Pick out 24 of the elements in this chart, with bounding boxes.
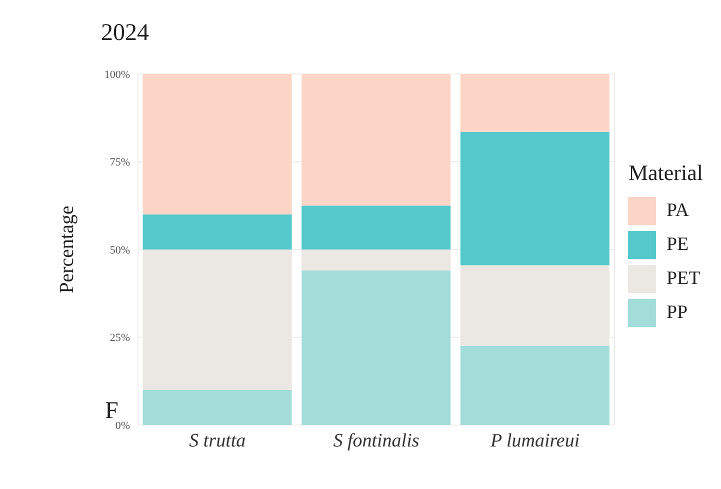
legend-title: Material <box>628 160 703 186</box>
y-axis-title: Percentage <box>56 206 78 294</box>
bar <box>142 74 292 214</box>
bar <box>302 206 451 250</box>
y-tick-label: 0% <box>115 420 130 432</box>
bar <box>142 390 292 425</box>
legend-label: PET <box>666 268 700 290</box>
x-tick-label: P lumaireui <box>489 430 580 452</box>
legend-label: PP <box>666 302 688 324</box>
y-tick-label: 50% <box>110 244 130 256</box>
y-tick-label: 75% <box>110 156 130 169</box>
bar <box>302 270 451 425</box>
legend-label: PE <box>666 234 689 256</box>
y-tick-label: 100% <box>104 68 130 81</box>
bar <box>460 346 610 425</box>
bar <box>302 74 451 206</box>
chart-title: 2024 <box>101 20 149 47</box>
bar <box>460 74 610 132</box>
x-tick-label: S fontinalis <box>333 430 420 452</box>
bar <box>460 132 610 266</box>
bar <box>142 214 292 250</box>
legend-label: PA <box>666 200 690 222</box>
x-tick-label: S trutta <box>189 430 246 452</box>
y-tick-label: 25% <box>110 332 130 344</box>
